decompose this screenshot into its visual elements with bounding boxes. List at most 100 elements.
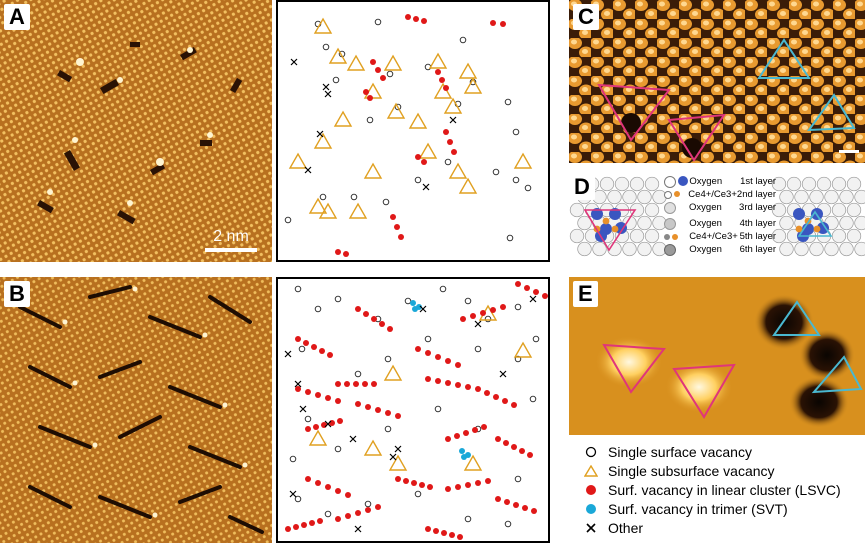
cluster-vacancy-marker: [315, 480, 321, 486]
subsurface-vacancy-marker: [333, 110, 353, 127]
cluster-vacancy-marker: [481, 424, 487, 430]
d-legend-label: Ce4+/Ce3+: [688, 189, 737, 200]
cluster-vacancy-marker: [511, 444, 517, 450]
cluster-vacancy-marker: [365, 404, 371, 410]
cluster-vacancy-marker: [380, 75, 386, 81]
oxygen-atom: [854, 215, 865, 231]
surface-vacancy-marker: [404, 297, 412, 305]
surface-vacancy-marker: [512, 128, 520, 136]
d-legend-label: Oxygen: [689, 244, 722, 255]
cluster-vacancy-marker: [403, 478, 409, 484]
oxygen-atom: [771, 176, 787, 192]
oxygen-top-atom: [817, 222, 829, 234]
oxygen-atom: [839, 241, 854, 257]
oxygen-atom: [801, 176, 817, 192]
cluster-vacancy-marker: [335, 488, 341, 494]
scale-bar-label: 2 nm: [213, 228, 249, 245]
other-defect-marker: [284, 350, 292, 358]
oxygen-atom: [637, 189, 652, 205]
d-legend-layer: 6th layer: [739, 244, 776, 255]
panel-b-texture: [0, 277, 272, 543]
subsurface-vacancy-marker: [318, 202, 338, 219]
oxygen-atom: [771, 202, 787, 218]
cluster-vacancy-marker: [504, 499, 510, 505]
surface-vacancy-marker: [474, 345, 482, 353]
surface-vacancy-marker: [322, 43, 330, 51]
oxygen-atom: [854, 189, 865, 205]
oxygen-atom: [816, 176, 832, 192]
subsurface-vacancy-marker: [386, 102, 406, 119]
cluster-vacancy-marker: [519, 448, 525, 454]
cluster-vacancy-marker: [303, 340, 309, 346]
panel-e-texture: [569, 277, 865, 435]
cluster-vacancy-marker: [522, 505, 528, 511]
oxygen-atom: [839, 189, 854, 205]
cluster-vacancy-marker: [285, 526, 291, 532]
surface-vacancy-marker: [324, 510, 332, 518]
oxygen-atom: [824, 189, 839, 205]
cluster-vacancy-marker: [493, 394, 499, 400]
surface-vacancy-marker: [382, 198, 390, 206]
oxygen-atom: [637, 241, 652, 257]
other-defect-marker: [324, 90, 332, 98]
other-defect-marker: [290, 58, 298, 66]
cluster-vacancy-marker: [363, 311, 369, 317]
d-legend-layer: 4th layer: [739, 218, 776, 229]
oxygen-atom: [779, 189, 794, 205]
cluster-vacancy-marker: [443, 85, 449, 91]
cluster-vacancy-marker: [515, 281, 521, 287]
cluster-vacancy-marker: [363, 89, 369, 95]
oxygen-atom: [644, 176, 660, 192]
surface-vacancy-marker: [284, 216, 292, 224]
cluster-vacancy-marker: [425, 350, 431, 356]
surface-vacancy-marker: [294, 495, 302, 503]
surface-vacancy-marker: [354, 370, 362, 378]
cluster-vacancy-marker: [371, 316, 377, 322]
subsurface-vacancy-marker: [408, 112, 428, 129]
cluster-vacancy-marker: [495, 496, 501, 502]
cluster-vacancy-marker: [344, 381, 350, 387]
red-dot-icon: [580, 484, 602, 496]
surface-vacancy-marker: [304, 415, 312, 423]
surface-vacancy-marker: [514, 303, 522, 311]
cluster-vacancy-marker: [394, 224, 400, 230]
d-legend-row: Oxygen 3rd layer: [664, 201, 776, 214]
cluster-vacancy-marker: [485, 478, 491, 484]
surface-vacancy-marker: [514, 355, 522, 363]
other-defect-marker: [322, 83, 330, 91]
surface-vacancy-marker: [350, 193, 358, 201]
oxygen-atom: [569, 202, 585, 218]
cerium-atom: [813, 225, 821, 233]
subsurface-vacancy-marker: [308, 197, 328, 214]
cluster-vacancy-marker: [295, 336, 301, 342]
subsurface-vacancy-marker: [308, 429, 328, 446]
d-legend-label: Ce4+/Ce3+: [689, 231, 738, 242]
legend-row: Other: [580, 518, 865, 537]
cluster-vacancy-marker: [441, 530, 447, 536]
other-defect-marker: [419, 305, 427, 313]
cluster-vacancy-marker: [305, 426, 311, 432]
cluster-vacancy-marker: [370, 59, 376, 65]
cluster-vacancy-marker: [335, 516, 341, 522]
other-defect-marker: [316, 130, 324, 138]
oxygen-atom: [599, 176, 615, 192]
subsurface-vacancy-marker: [513, 152, 533, 169]
subsurface-vacancy-marker: [383, 364, 403, 381]
panel-e-label: E: [573, 281, 598, 307]
cluster-vacancy-marker: [309, 520, 315, 526]
cerium-atom: [795, 225, 803, 233]
cluster-vacancy-marker: [413, 16, 419, 22]
cluster-vacancy-marker: [465, 384, 471, 390]
surface-vacancy-marker: [524, 184, 532, 192]
other-defect-marker: [389, 453, 397, 461]
cluster-vacancy-marker: [355, 306, 361, 312]
cluster-vacancy-marker: [387, 326, 393, 332]
surface-vacancy-marker: [424, 335, 432, 343]
legend-label: Surf. vacancy in linear cluster (LSVC): [608, 481, 841, 498]
surface-vacancy-marker: [506, 234, 514, 242]
cluster-vacancy-marker: [475, 480, 481, 486]
surface-vacancy-marker: [364, 500, 372, 508]
other-defect-marker: [422, 183, 430, 191]
oxygen-atom: [831, 202, 847, 218]
cluster-vacancy-marker: [405, 14, 411, 20]
